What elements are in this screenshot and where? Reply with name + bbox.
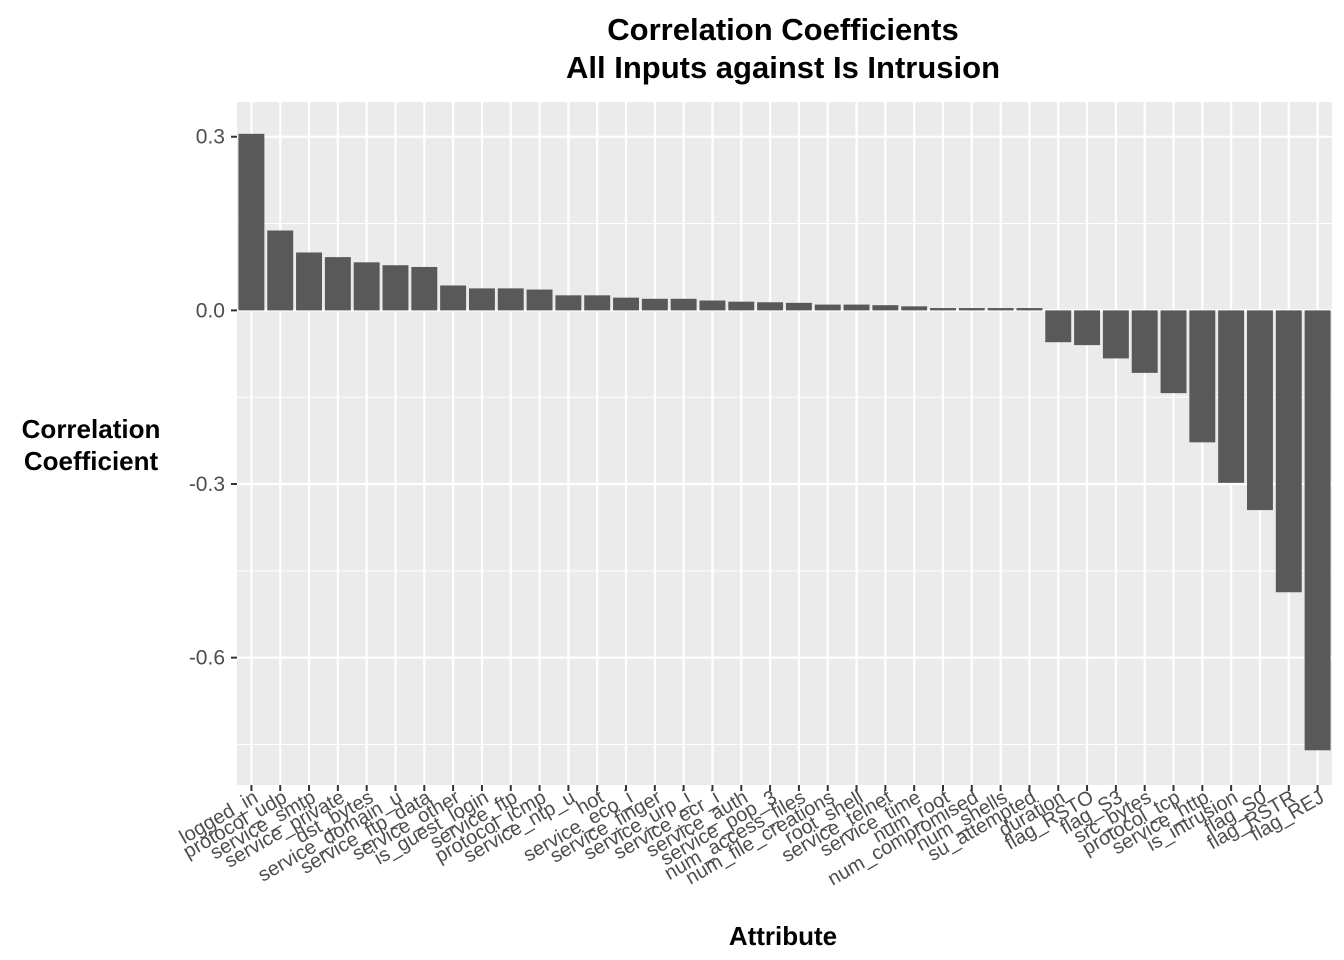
bar-flag-RSTO	[1074, 310, 1101, 346]
bar-flag-REJ	[1304, 310, 1331, 751]
bar-flag-RSTR	[1275, 310, 1302, 593]
bar-su-attempted	[1016, 308, 1043, 311]
y-tick-label: -0.3	[189, 473, 225, 496]
bar-dst-bytes	[353, 262, 380, 311]
bars	[238, 133, 1331, 751]
chart-title: Correlation Coefficients	[607, 12, 958, 47]
bar-protocol-udp	[267, 230, 294, 311]
bar-num-file-creations	[814, 304, 841, 311]
bar-num-shells	[987, 308, 1014, 311]
bar-num-access-files	[785, 302, 812, 311]
bar-protocol-tcp	[1160, 310, 1187, 394]
bar-duration	[1045, 310, 1072, 343]
bar-service-time	[901, 306, 928, 311]
bar-service-eco-i	[613, 297, 639, 311]
bar-num-compromised	[958, 308, 985, 311]
x-axis: logged_inprotocol_udpservice_smtpservice…	[176, 785, 1328, 890]
y-axis-title-line-1: Correlation	[22, 414, 161, 444]
bar-service-ntp-u	[555, 295, 582, 311]
y-tick-label: 0.0	[196, 299, 225, 322]
bar-service-other	[440, 285, 467, 311]
bar-service-smtp	[296, 252, 323, 311]
bar-service-domain-u	[382, 265, 409, 311]
bar-hot	[584, 295, 611, 311]
bar-service-ftp	[497, 288, 524, 311]
y-tick-label: 0.3	[196, 126, 225, 149]
bar-logged-in	[238, 133, 265, 311]
bar-is-intrusion	[1218, 310, 1245, 483]
chart-subtitle: All Inputs against Is Intrusion	[566, 50, 1000, 85]
bar-service-ftp-data	[411, 266, 438, 311]
gridlines	[237, 102, 1332, 785]
y-axis-title-line-2: Coefficient	[24, 446, 159, 476]
bar-service-auth	[728, 301, 755, 311]
bar-service-urp-i	[670, 298, 697, 311]
bar-service-private	[324, 257, 351, 311]
bar-service-http	[1189, 310, 1216, 443]
bar-protocol-icmp	[526, 289, 553, 311]
y-tick-label: -0.6	[189, 647, 225, 670]
bar-num-root	[930, 308, 956, 311]
x-axis-title: Attribute	[729, 921, 837, 951]
bar-flag-S0	[1246, 310, 1273, 511]
y-axis: -0.6 -0.3 0.0 0.3	[189, 126, 237, 670]
bar-service-telnet	[872, 305, 899, 311]
bar-service-ecr-i	[699, 300, 726, 311]
plot-panel	[237, 102, 1332, 785]
bar-flag-S3	[1102, 310, 1129, 359]
bar-is-guest-login	[468, 288, 495, 311]
bar-src-bytes	[1131, 310, 1158, 373]
bar-service-finger	[641, 298, 668, 311]
bar-root-shell	[843, 304, 870, 311]
bar-service-pop-3	[757, 302, 784, 311]
